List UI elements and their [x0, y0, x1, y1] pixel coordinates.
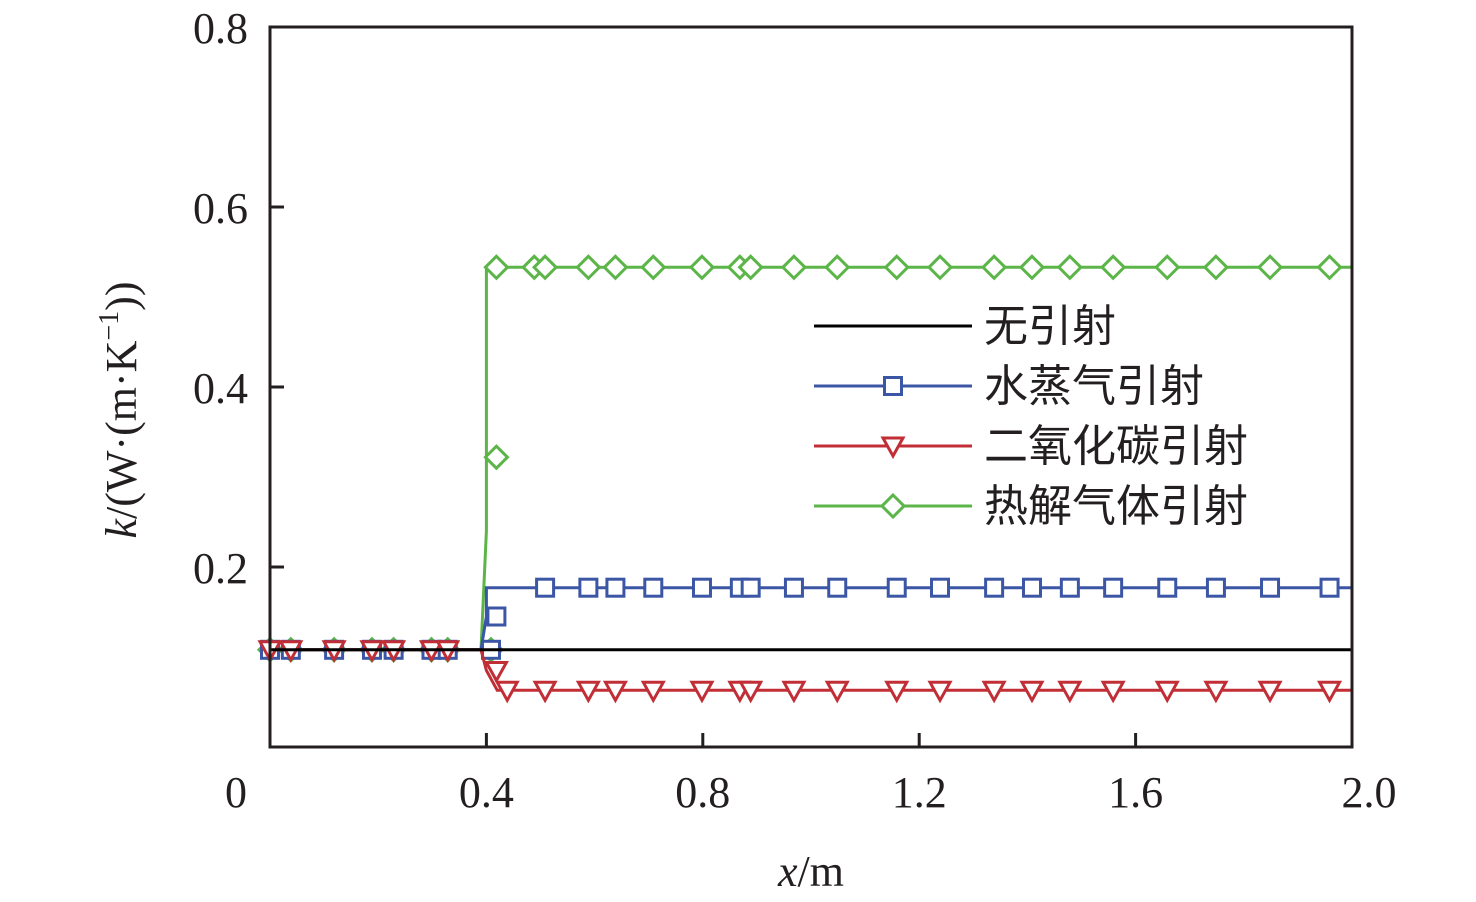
data-point: [494, 680, 520, 704]
data-point: [781, 680, 807, 704]
legend-label: 水蒸气引射: [984, 361, 1204, 412]
series-3: [257, 640, 1352, 704]
data-point: [827, 577, 848, 598]
data-point: [1260, 577, 1281, 598]
y-tick-label: 0.2: [193, 544, 248, 593]
legend-marker: [879, 492, 907, 520]
x-tick-label: 0.4: [459, 768, 514, 817]
data-point: [1157, 577, 1178, 598]
data-point: [1059, 577, 1080, 598]
x-tick-label: 0: [225, 768, 247, 817]
legend-item: 二氧化碳引射: [814, 421, 1248, 472]
data-point: [1057, 680, 1083, 704]
data-point: [483, 444, 510, 471]
data-point: [1018, 254, 1046, 281]
x-axis: 0 0.4 0.8 1.2 1.6 2.0: [225, 733, 1397, 817]
data-point: [483, 254, 510, 281]
data-point: [640, 254, 667, 281]
data-point: [1256, 254, 1284, 281]
legend-marker: [880, 436, 906, 460]
data-point: [824, 254, 851, 281]
data-point: [605, 577, 626, 598]
data-point: [643, 577, 664, 598]
x-axis-unit: /m: [798, 847, 844, 896]
data-point: [691, 577, 712, 598]
data-point: [575, 680, 601, 704]
y-tick-label: 0.4: [193, 364, 248, 413]
data-point: [780, 254, 808, 281]
data-point: [1203, 680, 1229, 704]
y-axis-variable: k: [97, 518, 146, 539]
legend-label: 热解气体引射: [984, 481, 1248, 532]
data-point: [602, 680, 628, 704]
data-point: [578, 577, 599, 598]
data-point: [930, 577, 951, 598]
x-tick-label: 1.6: [1108, 768, 1163, 817]
data-point: [486, 606, 507, 627]
data-point: [883, 254, 910, 281]
legend-marker: [883, 376, 903, 396]
data-point: [1100, 680, 1126, 704]
y-axis-unit-exponent: −1: [94, 311, 125, 341]
data-point: [602, 254, 629, 281]
y-axis-title: k/(W·(m·K−1)): [94, 281, 146, 538]
data-point: [640, 680, 666, 704]
series-layer: [256, 254, 1352, 704]
legend-label: 二氧化碳引射: [984, 421, 1248, 472]
data-point: [824, 680, 850, 704]
data-point: [1316, 254, 1343, 281]
data-point: [1202, 254, 1230, 281]
data-point: [689, 680, 715, 704]
data-point: [980, 254, 1008, 281]
data-point: [1103, 577, 1124, 598]
data-point: [783, 577, 804, 598]
data-point: [532, 680, 558, 704]
data-point: [1205, 577, 1226, 598]
data-point: [984, 577, 1005, 598]
data-point: [738, 680, 764, 704]
y-tick-label: 0.6: [193, 184, 248, 233]
data-point: [737, 254, 764, 281]
y-axis-unit: /(W·(m·K: [97, 340, 146, 519]
data-point: [535, 577, 556, 598]
data-point: [926, 254, 954, 281]
data-point: [1316, 680, 1343, 704]
x-axis-variable: x: [777, 847, 798, 896]
legend-item: 热解气体引射: [814, 481, 1248, 532]
x-tick-label: 1.2: [892, 768, 947, 817]
data-point: [886, 577, 907, 598]
y-axis-unit-close: )): [97, 281, 146, 310]
x-tick-label: 0.8: [675, 768, 730, 817]
data-point: [1257, 680, 1283, 704]
x-axis-title: x/m: [777, 847, 844, 896]
y-axis: 0.2 0.4 0.6 0.8: [193, 4, 284, 593]
data-point: [1056, 254, 1083, 281]
data-point: [483, 661, 509, 684]
data-point: [531, 254, 559, 281]
data-point: [981, 680, 1007, 704]
data-point: [740, 577, 761, 598]
data-point: [1100, 254, 1127, 281]
x-tick-label: 2.0: [1342, 768, 1397, 817]
data-point: [688, 254, 716, 281]
legend-item: 无引射: [814, 301, 1116, 352]
data-point: [1154, 254, 1181, 281]
y-tick-label: 0.8: [193, 4, 248, 53]
data-point: [884, 680, 910, 704]
data-point: [1019, 680, 1045, 704]
data-point: [1319, 577, 1340, 598]
legend-item: 水蒸气引射: [814, 361, 1204, 412]
data-point: [927, 680, 953, 704]
data-point: [1021, 577, 1042, 598]
legend-label: 无引射: [984, 301, 1116, 352]
data-point: [1154, 680, 1180, 704]
data-point: [575, 254, 602, 281]
